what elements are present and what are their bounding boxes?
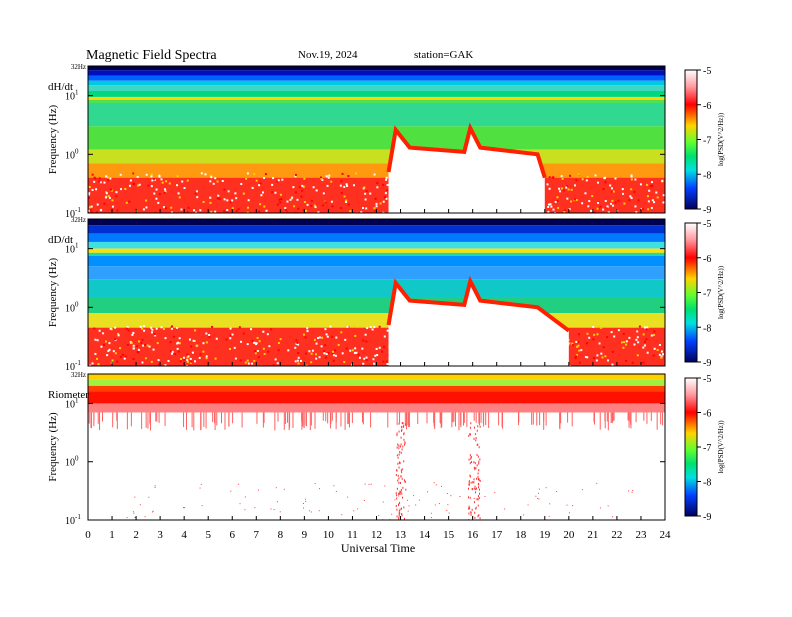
x-tick-label: 15	[443, 529, 455, 541]
x-tick-label: 12	[371, 529, 382, 541]
y-tick-label-exp: 1	[75, 89, 79, 97]
x-tick-label: 8	[278, 529, 284, 541]
top-frequency-label: 32Hz	[71, 371, 86, 379]
top-frequency-label: 32Hz	[71, 63, 86, 71]
x-tick-label: 22	[611, 529, 622, 541]
page-title: Magnetic Field Spectra	[86, 48, 217, 63]
y-tick-label-exp: 0	[75, 300, 79, 308]
y-tick-label-exp: -1	[75, 359, 81, 367]
colorbar-tick-label: -8	[703, 323, 711, 334]
x-tick-label: 4	[181, 529, 187, 541]
x-tick-label: 11	[347, 529, 358, 541]
y-tick-label: 10	[65, 516, 75, 527]
y-tick-label-exp: 0	[75, 147, 79, 155]
colorbar-label: log(PSD(V^2/Hz))	[717, 420, 725, 474]
top-frequency-label: 32Hz	[71, 216, 86, 224]
station-label: station=GAK	[414, 49, 473, 61]
x-tick-label: 1	[109, 529, 115, 541]
x-tick-label: 5	[205, 529, 211, 541]
y-tick-label-exp: 1	[75, 396, 79, 404]
colorbar	[684, 69, 698, 210]
spectrogram	[88, 66, 665, 213]
colorbar-tick-label: -7	[703, 136, 711, 147]
x-tick-label: 19	[539, 529, 551, 541]
x-tick-label: 10	[323, 529, 335, 541]
x-tick-label: 13	[395, 529, 407, 541]
x-axis: 0 1 2 3 4 5 6 7 8 9 10 11 12 13 14 15 16 17 18 19 20 21 22 23 24	[85, 209, 671, 541]
colorbar-tick-label: -5	[703, 374, 711, 385]
x-tick-label: 21	[587, 529, 598, 541]
y-tick-label: 10	[65, 303, 75, 314]
y-tick-label-exp: -1	[75, 513, 81, 521]
y-tick-label: 10	[65, 458, 75, 469]
y-tick-label: 10	[65, 92, 75, 103]
colorbar-tick-label: -6	[703, 254, 711, 265]
colorbar-tick-label: -9	[703, 512, 711, 523]
spectrogram	[88, 219, 665, 366]
x-tick-label: 0	[85, 529, 91, 541]
colorbar-tick-label: -5	[703, 219, 711, 230]
y-axis-label: Frequency (Hz)	[47, 258, 59, 328]
y-axis-label: Frequency (Hz)	[47, 412, 59, 482]
y-axis-label: Frequency (Hz)	[47, 105, 59, 175]
panel-label: dD/dt	[48, 234, 73, 246]
x-tick-label: 18	[515, 529, 527, 541]
x-axis-label: Universal Time	[341, 541, 415, 555]
x-tick-label: 14	[419, 529, 431, 541]
x-tick-label: 7	[254, 529, 260, 541]
date-label: Nov.19, 2024	[298, 49, 358, 61]
spectrogram	[88, 374, 665, 520]
x-tick-label: 17	[491, 529, 503, 541]
y-tick-label: 10	[65, 150, 75, 161]
x-tick-label: 9	[302, 529, 308, 541]
x-tick-label: 24	[660, 529, 672, 541]
colorbar-tick-label: -8	[703, 478, 711, 489]
colorbar-tick-label: -5	[703, 66, 711, 77]
colorbar	[684, 377, 698, 517]
colorbar-tick-label: -8	[703, 170, 711, 181]
colorbar-label: log(PSD(V^2/Hz))	[717, 112, 725, 166]
x-tick-label: 6	[230, 529, 236, 541]
panel-label: dH/dt	[48, 81, 73, 93]
y-tick-label: 10	[65, 245, 75, 256]
x-tick-label: 3	[157, 529, 163, 541]
x-tick-label: 16	[467, 529, 479, 541]
colorbar-label: log(PSD(V^2/Hz))	[717, 265, 725, 319]
x-tick-label: 23	[635, 529, 647, 541]
colorbar	[684, 222, 698, 363]
colorbar-tick-label: -9	[703, 358, 711, 369]
y-tick-label: 10	[65, 209, 75, 220]
colorbar-tick-label: -9	[703, 205, 711, 216]
y-tick-label-exp: 1	[75, 242, 79, 250]
y-tick-label: 10	[65, 362, 75, 373]
x-tick-label: 20	[563, 529, 575, 541]
x-tick-label: 2	[133, 529, 139, 541]
colorbar-tick-label: -7	[703, 443, 711, 454]
colorbar-tick-label: -7	[703, 289, 711, 300]
y-tick-label-exp: 0	[75, 455, 79, 463]
y-tick-label: 10	[65, 399, 75, 410]
y-tick-label-exp: -1	[75, 206, 81, 214]
storm-region	[388, 281, 569, 366]
storm-ridge	[386, 275, 571, 333]
colorbar-tick-label: -6	[703, 101, 711, 112]
panel-label: Riometer	[48, 389, 89, 401]
colorbar-tick-label: -6	[703, 409, 711, 420]
storm-ridge	[386, 122, 547, 179]
